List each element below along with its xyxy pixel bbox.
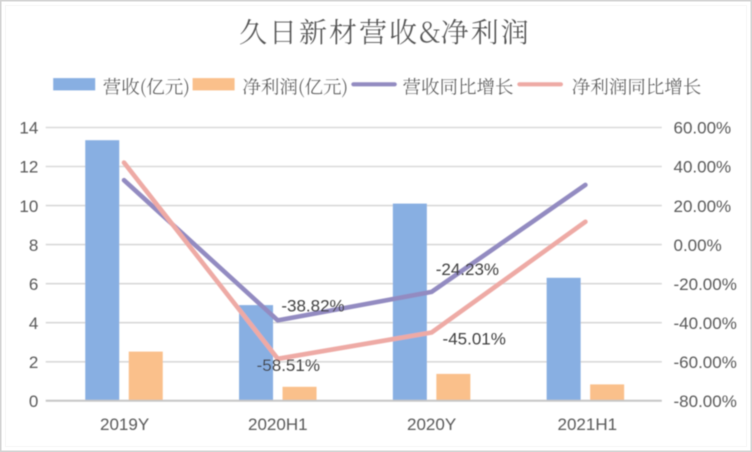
svg-text:2020Y: 2020Y (407, 415, 456, 434)
svg-text:2020H1: 2020H1 (248, 415, 308, 434)
svg-text:-45.01%: -45.01% (443, 329, 506, 348)
svg-text:-38.82%: -38.82% (281, 297, 344, 316)
svg-text:-60.00%: -60.00% (674, 353, 737, 372)
svg-text:12: 12 (19, 158, 38, 177)
svg-text:4: 4 (29, 314, 38, 333)
svg-text:6: 6 (29, 275, 38, 294)
svg-text:-80.00%: -80.00% (674, 392, 737, 411)
svg-text:-20.00%: -20.00% (674, 275, 737, 294)
svg-text:10: 10 (19, 197, 38, 216)
svg-text:0.00%: 0.00% (674, 236, 722, 255)
svg-text:-40.00%: -40.00% (674, 314, 737, 333)
svg-text:-24.23%: -24.23% (436, 260, 499, 279)
svg-text:2021H1: 2021H1 (558, 415, 618, 434)
svg-text:-58.51%: -58.51% (257, 356, 320, 375)
svg-text:2019Y: 2019Y (100, 415, 149, 434)
svg-text:20.00%: 20.00% (674, 197, 732, 216)
svg-text:14: 14 (19, 119, 38, 138)
svg-text:40.00%: 40.00% (674, 158, 732, 177)
svg-text:60.00%: 60.00% (674, 119, 732, 138)
svg-text:8: 8 (29, 236, 38, 255)
svg-text:0: 0 (29, 392, 38, 411)
svg-text:2: 2 (29, 353, 38, 372)
